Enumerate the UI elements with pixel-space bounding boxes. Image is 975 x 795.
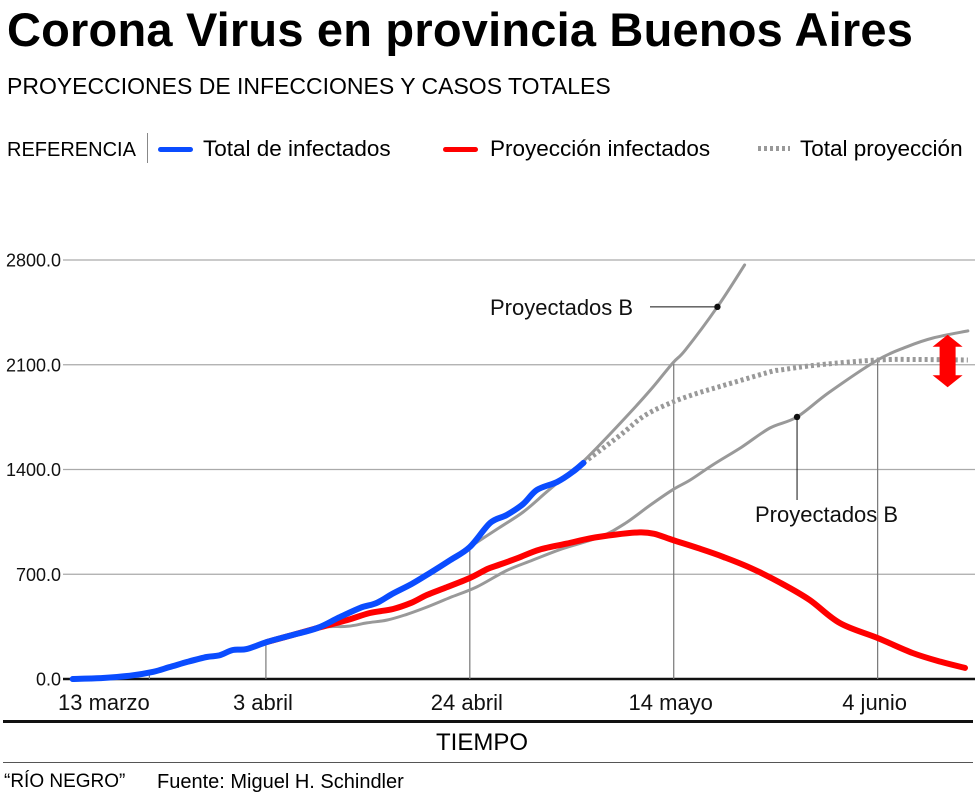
series-line-proyectados-b-0 [265, 329, 970, 644]
annotation-point [714, 303, 721, 311]
legend-item-proyeccion-infectados: Proyección infectados [490, 136, 711, 161]
legend-title: REFERENCIA [7, 139, 136, 161]
x-tick-label: 24 abril [431, 690, 503, 715]
series-line-total-proyeccion-2 [581, 356, 968, 465]
y-tick-label: 2100.0 [6, 355, 61, 375]
legend-swatch-proyeccion-infectados [443, 147, 478, 152]
series-lines [69, 263, 970, 682]
y-tick-label: 1400.0 [6, 460, 61, 480]
x-tick-label: 13 marzo [58, 690, 150, 715]
annotation-label: Proyectados B [755, 502, 898, 527]
x-axis-title: TIEMPO [436, 729, 529, 756]
series-line-proyeccion-infectados-3 [263, 529, 968, 671]
legend-item-total-infectados: Total de infectados [203, 136, 391, 161]
y-tick-label: 700.0 [16, 565, 61, 585]
legend-swatch-total-proyeccion [758, 146, 790, 151]
legend-item-total-proyeccion: Total proyección [800, 136, 963, 161]
footer-outlet: “RÍO NEGRO” [4, 771, 126, 792]
x-tick-label: 4 junio [842, 690, 907, 715]
annotation-label: Proyectados B [490, 295, 633, 320]
range-double-arrow-icon [932, 334, 963, 388]
gridlines [63, 259, 975, 681]
legend-divider [147, 133, 148, 163]
footer-credit: Fuente: Miguel H. Schindler [157, 771, 404, 793]
tick-guides [148, 359, 879, 679]
x-tick-label: 3 abril [233, 690, 293, 715]
y-tick-label: 0.0 [36, 670, 61, 690]
x-tick-label: 14 mayo [629, 690, 713, 715]
y-tick-label: 2800.0 [6, 251, 61, 271]
footer-divider [3, 762, 973, 763]
chart-title: Corona Virus en provincia Buenos Aires [7, 3, 914, 56]
annotations: Proyectados B Proyectados B [490, 295, 963, 527]
series-line-proyectados-b-1 [265, 263, 747, 644]
legend-swatch-total-infectados [158, 147, 193, 152]
chart-subtitle: PROYECCIONES DE INFECCIONES Y CASOS TOTA… [7, 73, 611, 99]
x-axis-divider [3, 720, 973, 723]
series-line-total-de-infectados-4 [69, 459, 587, 682]
axis-tick-labels: 0.0 700.0 1400.0 2100.0 2800.0 13 marzo 3 abri… [6, 251, 907, 716]
annotation-point [793, 413, 801, 421]
